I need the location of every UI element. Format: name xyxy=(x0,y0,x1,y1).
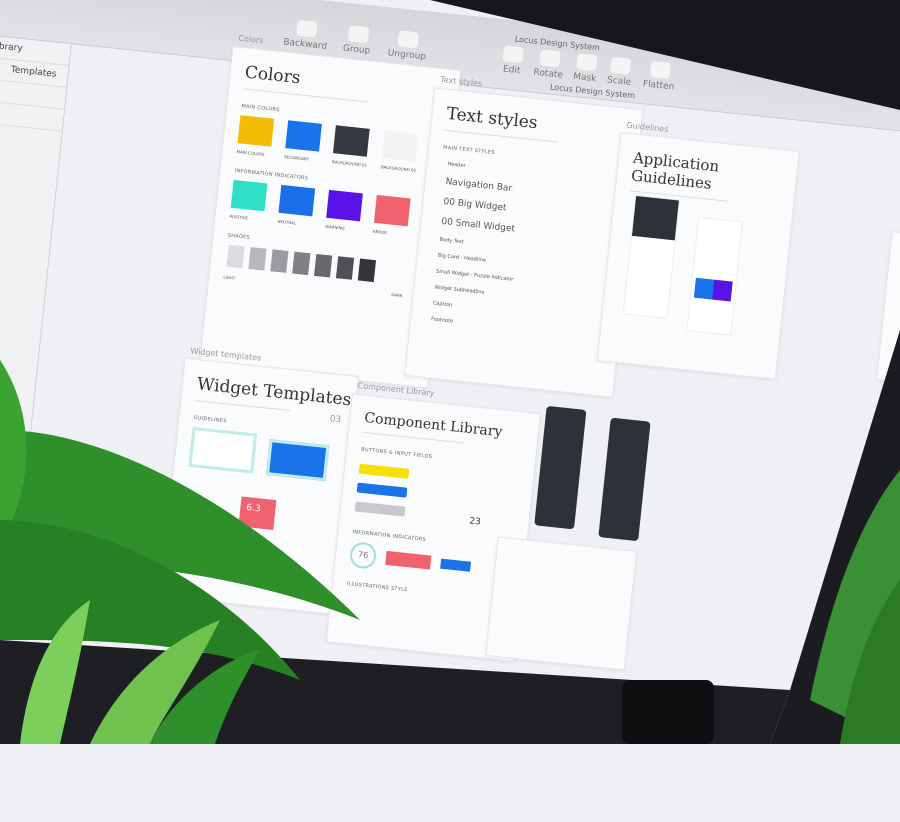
color-swatch[interactable]: ERROR xyxy=(372,194,411,237)
inspector-panel xyxy=(876,230,900,385)
swatch-label: SECONDARY xyxy=(284,154,310,162)
component-library-title: Component Library xyxy=(363,409,504,441)
secondary-button[interactable] xyxy=(356,482,408,498)
mask-icon xyxy=(575,53,598,72)
colors-title: Colors xyxy=(243,62,302,89)
label: Scale xyxy=(606,75,632,88)
color-swatch[interactable]: MAIN COLORS xyxy=(236,115,275,157)
color-swatch[interactable]: SECONDARY xyxy=(284,120,322,162)
flatten-icon xyxy=(649,60,671,79)
text-style-name: 00 Small Widget xyxy=(440,216,516,235)
mockup-header xyxy=(631,196,679,241)
shade-swatch[interactable] xyxy=(270,249,289,273)
backward-icon xyxy=(296,19,318,38)
toolbar-backward-button[interactable]: Backward xyxy=(282,18,330,52)
swatch-color xyxy=(373,194,411,227)
ungroup-icon xyxy=(397,30,420,49)
rotate-icon xyxy=(539,49,561,68)
swatch-color xyxy=(332,125,370,157)
swatch-label: POSITIVE xyxy=(229,213,249,221)
guidelines-artboard[interactable]: Application Guidelines xyxy=(596,132,800,380)
shade-swatch[interactable] xyxy=(357,258,377,283)
color-swatch[interactable]: BACKGROUND 01 xyxy=(331,125,371,168)
swatch-color xyxy=(326,189,363,222)
shade-swatch[interactable] xyxy=(248,247,267,271)
edit-icon xyxy=(502,45,525,64)
flatten-button[interactable]: Flatten xyxy=(642,60,676,92)
label: Group xyxy=(342,43,371,57)
text-style-name: Navigation Bar xyxy=(445,177,513,195)
swatch-label: MAIN COLORS xyxy=(236,149,265,157)
label: Mask xyxy=(572,71,597,85)
swatch-label: BACKGROUND 02 xyxy=(380,164,417,173)
color-swatch[interactable]: BACKGROUND 02 xyxy=(380,130,420,173)
rotate-button[interactable]: Rotate xyxy=(533,49,565,81)
swatch-color xyxy=(285,120,322,152)
color-swatch[interactable]: WARNING xyxy=(325,189,363,232)
swatch-color xyxy=(237,115,275,147)
text-style-name: Caption xyxy=(432,300,453,309)
shade-light-label: LIGHT xyxy=(223,274,236,281)
app-mockup-dark xyxy=(534,405,587,530)
card-widget xyxy=(266,439,330,482)
error-banner xyxy=(385,550,432,570)
shade-swatch[interactable] xyxy=(292,251,311,276)
text-styles-title: Text styles xyxy=(445,103,539,134)
color-swatch[interactable]: NEUTRAL xyxy=(277,184,316,227)
label: Backward xyxy=(282,37,328,52)
layers-sidebar: Library Templates xyxy=(0,29,72,443)
scale-icon xyxy=(610,56,632,75)
app-mockup-dark xyxy=(598,417,651,542)
counter-value: 23 xyxy=(468,516,482,528)
document-title: Locus Design System xyxy=(514,34,601,53)
chart-widget xyxy=(188,426,258,474)
text-style-name: Big Card - Headline xyxy=(437,252,487,264)
swatch-label: BACKGROUND 01 xyxy=(331,159,368,168)
swatch-color xyxy=(381,130,419,162)
label: Rotate xyxy=(532,67,564,81)
scale-button[interactable]: Scale xyxy=(606,56,634,88)
text-style-name: Widget Subheadline xyxy=(434,284,485,296)
shade-swatch[interactable] xyxy=(226,244,245,269)
shade-swatch[interactable] xyxy=(314,253,333,278)
text-style-name: 00 Big Widget xyxy=(442,196,507,214)
stat-widget: 6.3 xyxy=(238,496,277,530)
dashboard-mockup xyxy=(485,536,638,671)
app-mockup xyxy=(622,194,681,320)
edit-button[interactable]: Edit xyxy=(501,45,525,77)
label: Flatten xyxy=(642,79,675,93)
page-number: 03 xyxy=(329,414,342,426)
group-icon xyxy=(347,25,370,44)
primary-button[interactable] xyxy=(358,463,410,479)
toolbar-ungroup-button[interactable]: Ungroup xyxy=(387,29,428,62)
mask-button[interactable]: Mask xyxy=(573,53,599,84)
color-swatch[interactable]: POSITIVE xyxy=(229,179,268,222)
text-style-name: Footnote xyxy=(430,316,454,325)
shade-swatch[interactable] xyxy=(335,256,355,280)
progress-ring: 76 xyxy=(348,541,378,570)
shade-dark-label: DARK xyxy=(391,292,403,299)
label: Edit xyxy=(502,64,521,77)
text-style-name: Header xyxy=(447,161,466,170)
text-style-name: Body Text xyxy=(439,236,465,246)
widget-templates-artboard[interactable]: Widget Templates 03 GUIDELINES 6.3 xyxy=(159,357,359,615)
text-style-name: Small Widget - Puzzle Indicator xyxy=(435,268,514,283)
swatch-label: ERROR xyxy=(372,228,388,236)
info-banner xyxy=(440,558,472,572)
swatch-label: WARNING xyxy=(325,223,345,231)
swatch-label: NEUTRAL xyxy=(277,218,297,226)
swatch-color xyxy=(278,184,316,217)
swatch-color xyxy=(230,179,268,212)
app-mockup xyxy=(686,216,744,336)
toolbar-group-button[interactable]: Group xyxy=(342,25,372,57)
disabled-button[interactable] xyxy=(354,501,406,517)
label: Ungroup xyxy=(387,48,427,63)
mockup-cards xyxy=(693,277,733,302)
widget-templates-title: Widget Templates xyxy=(196,374,353,411)
